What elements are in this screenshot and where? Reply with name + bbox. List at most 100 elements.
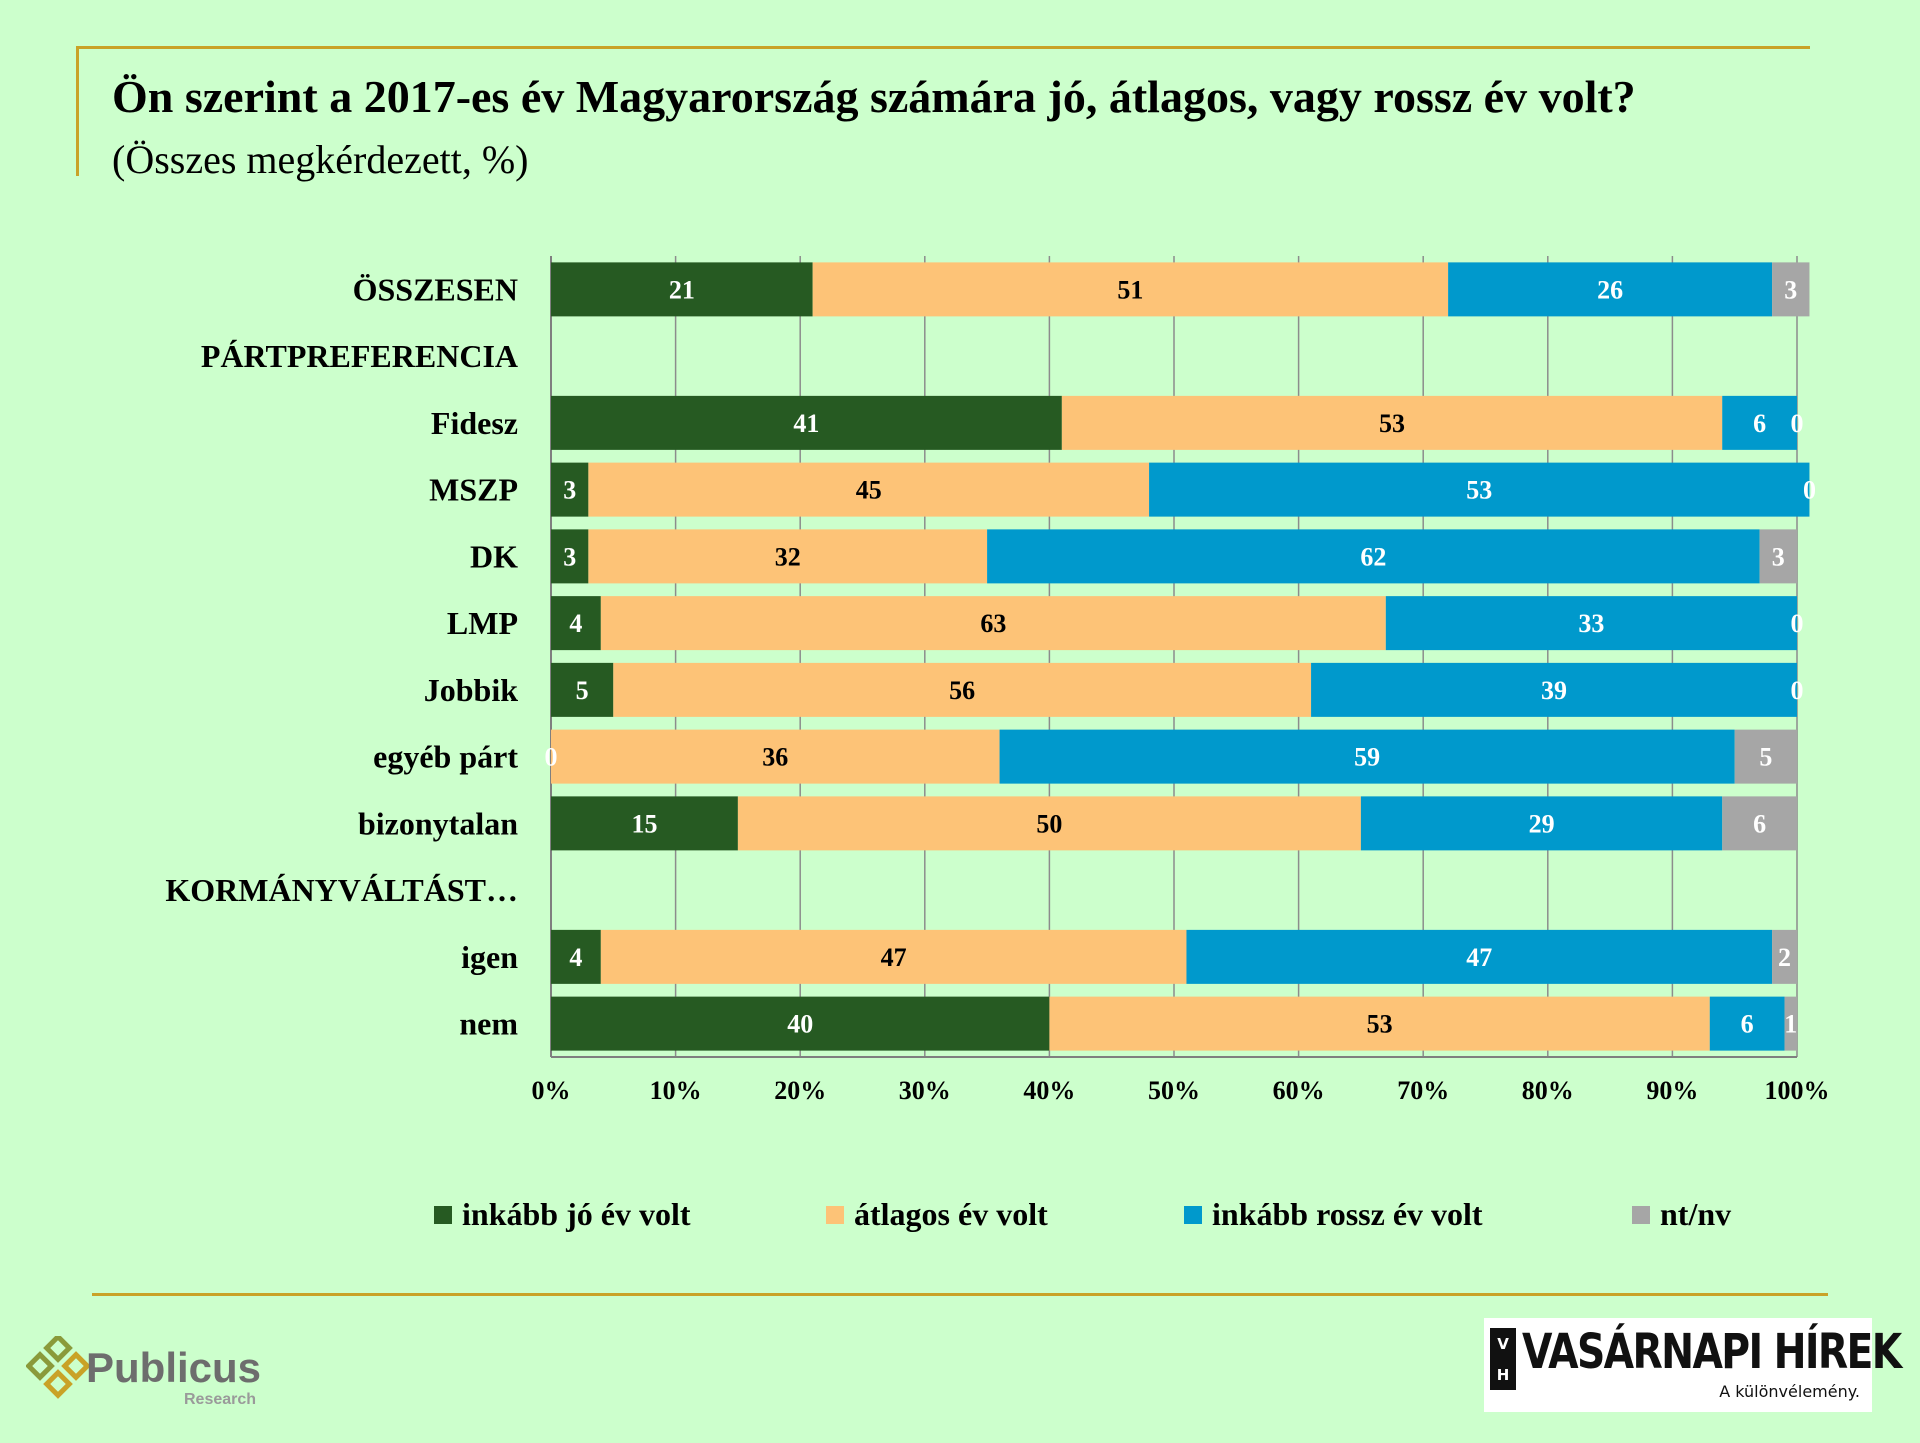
bottom-rule bbox=[92, 1293, 1828, 1296]
value-labels: 21 51 26 341 53 6 03 45 53 03 32 62 34 63 33 05 56 39 00 36… bbox=[545, 275, 1816, 1038]
data-label: 47 bbox=[1466, 943, 1492, 972]
data-label: 15 bbox=[631, 809, 657, 838]
bar-segment bbox=[551, 729, 1000, 784]
bar-segment bbox=[1448, 262, 1773, 317]
bar-segment bbox=[551, 529, 589, 584]
bar-segment bbox=[987, 529, 1760, 584]
category-label: KORMÁNYVÁLTÁST… bbox=[165, 872, 518, 908]
legend-swatch bbox=[434, 1206, 452, 1224]
data-label: 56 bbox=[949, 676, 975, 705]
bar-segment bbox=[1709, 996, 1785, 1051]
category-label: egyéb párt bbox=[373, 739, 518, 775]
category-label: MSZP bbox=[429, 472, 518, 508]
x-tick-label: 0% bbox=[532, 1076, 571, 1105]
chart-legend: inkább jó év volt átlagos év volt inkább r… bbox=[434, 1196, 1731, 1232]
bar-segment bbox=[551, 996, 1050, 1051]
bar-segment bbox=[999, 729, 1735, 784]
category-label: ÖSSZESEN bbox=[353, 271, 518, 307]
vh-logo-name: VASÁRNAPI HÍREK bbox=[1522, 1324, 1902, 1380]
data-label: 53 bbox=[1367, 1010, 1393, 1039]
bar-segment bbox=[1759, 529, 1797, 584]
bar-segment bbox=[1722, 796, 1797, 851]
data-label: 0 bbox=[1791, 609, 1804, 638]
bar-segment bbox=[600, 929, 1187, 984]
data-label: 1 bbox=[1784, 1010, 1797, 1039]
data-label: 53 bbox=[1379, 409, 1405, 438]
legend-label: inkább jó év volt bbox=[462, 1196, 691, 1232]
left-rule bbox=[76, 46, 79, 176]
data-label: 62 bbox=[1360, 542, 1386, 571]
legend-label: nt/nv bbox=[1660, 1196, 1731, 1232]
data-label: 26 bbox=[1597, 275, 1623, 304]
bar-segment bbox=[1784, 996, 1797, 1051]
gridlines bbox=[550, 256, 1798, 1058]
category-label: Jobbik bbox=[424, 672, 518, 708]
category-labels: ÖSSZESEN PÁRTPREFERENCIA Fidesz MSZP DK LMP Jo… bbox=[165, 271, 518, 1041]
data-label: 3 bbox=[563, 542, 576, 571]
data-label: 3 bbox=[1784, 275, 1797, 304]
data-label: 41 bbox=[793, 409, 819, 438]
x-tick-label: 50% bbox=[1148, 1076, 1200, 1105]
data-label: 40 bbox=[787, 1010, 813, 1039]
category-label: bizonytalan bbox=[358, 805, 518, 841]
data-label: 29 bbox=[1529, 809, 1555, 838]
bar-segment bbox=[1734, 729, 1797, 784]
data-label: 47 bbox=[881, 943, 907, 972]
publicus-logo: Publicus Research bbox=[25, 1333, 286, 1412]
x-tick-label: 100% bbox=[1765, 1076, 1830, 1105]
data-label: 32 bbox=[775, 542, 801, 571]
category-label: LMP bbox=[447, 605, 518, 641]
bar-segment bbox=[812, 262, 1449, 317]
data-label: 5 bbox=[576, 676, 589, 705]
tick-labels: 0% 10% 20% 30% 40% 50% 60% 70% 80% 90% 100% bbox=[532, 1076, 1830, 1105]
data-label: 6 bbox=[1753, 409, 1766, 438]
x-tick-label: 90% bbox=[1646, 1076, 1698, 1105]
data-label: 0 bbox=[1803, 476, 1816, 505]
data-label: 6 bbox=[1753, 809, 1766, 838]
bar-segment bbox=[1049, 996, 1710, 1051]
bar-segment bbox=[1149, 462, 1810, 517]
data-label: 50 bbox=[1036, 809, 1062, 838]
bar-segment bbox=[551, 662, 614, 717]
legend-swatch bbox=[826, 1206, 844, 1224]
x-tick-label: 20% bbox=[774, 1076, 826, 1105]
legend-swatch bbox=[1632, 1206, 1650, 1224]
bars bbox=[551, 262, 1810, 1051]
bar-segment bbox=[1772, 929, 1797, 984]
data-label: 36 bbox=[762, 743, 788, 772]
x-tick-label: 60% bbox=[1273, 1076, 1325, 1105]
bar-segment bbox=[1311, 662, 1797, 717]
data-label: 0 bbox=[1791, 409, 1804, 438]
data-label: 21 bbox=[669, 275, 695, 304]
category-label: igen bbox=[461, 939, 518, 975]
bar-segment bbox=[1772, 262, 1810, 317]
data-label: 5 bbox=[1759, 743, 1772, 772]
data-label: 51 bbox=[1117, 275, 1143, 304]
bar-segment bbox=[1186, 929, 1773, 984]
publicus-logo-sub: Research bbox=[184, 1391, 256, 1408]
legend-label: átlagos év volt bbox=[854, 1196, 1048, 1232]
bar-segment bbox=[588, 529, 988, 584]
bar-segment bbox=[1061, 395, 1723, 450]
top-rule bbox=[76, 46, 1810, 49]
bar-segment bbox=[551, 462, 589, 517]
x-tick-label: 80% bbox=[1522, 1076, 1574, 1105]
bar-segment bbox=[551, 395, 1062, 450]
x-tick-label: 30% bbox=[899, 1076, 951, 1105]
data-label: 45 bbox=[856, 476, 882, 505]
bar-segment bbox=[551, 596, 601, 651]
data-label: 0 bbox=[545, 743, 558, 772]
data-label: 0 bbox=[1791, 676, 1804, 705]
bar-segment bbox=[1360, 796, 1723, 851]
vh-badge-h: H bbox=[1496, 1365, 1510, 1384]
data-label: 6 bbox=[1741, 1010, 1754, 1039]
bar-segment bbox=[551, 796, 738, 851]
category-label: nem bbox=[459, 1006, 518, 1042]
bar-segment bbox=[551, 929, 601, 984]
x-tick-label: 40% bbox=[1023, 1076, 1075, 1105]
bar-segment bbox=[600, 596, 1386, 651]
data-label: 39 bbox=[1541, 676, 1567, 705]
data-label: 2 bbox=[1778, 943, 1791, 972]
data-label: 53 bbox=[1466, 476, 1492, 505]
